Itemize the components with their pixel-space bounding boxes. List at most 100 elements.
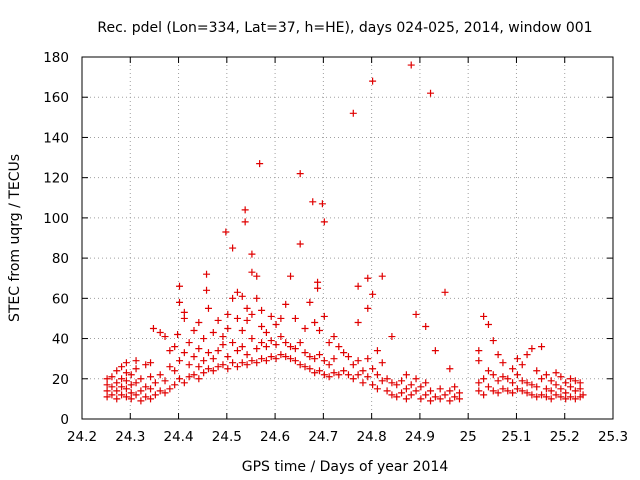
data-point — [373, 371, 381, 379]
data-point — [480, 391, 488, 399]
data-point — [176, 298, 184, 306]
data-point — [214, 316, 222, 324]
data-point — [103, 375, 111, 383]
data-point — [108, 391, 116, 399]
data-point — [113, 367, 121, 375]
data-point — [248, 310, 256, 318]
data-point — [296, 170, 304, 178]
data-point — [151, 391, 159, 399]
y-tick-label: 20 — [52, 372, 69, 388]
data-point — [147, 385, 155, 393]
data-point — [369, 290, 377, 298]
data-point — [176, 375, 184, 383]
data-point — [311, 318, 319, 326]
data-point — [354, 282, 362, 290]
y-tick-labels: 0 20 40 60 80 100 120 140 160 180 — [43, 50, 69, 428]
data-point — [523, 379, 531, 387]
data-point — [171, 381, 179, 389]
data-point — [354, 357, 362, 365]
y-tick-label: 140 — [43, 130, 69, 146]
y-tick-label: 160 — [43, 90, 69, 106]
data-point — [122, 359, 130, 367]
data-point — [137, 387, 145, 395]
x-tick-label: 24.9 — [405, 429, 435, 445]
data-point — [349, 361, 357, 369]
data-point — [475, 357, 483, 365]
data-point — [203, 286, 211, 294]
data-point — [344, 353, 352, 361]
data-point — [576, 385, 584, 393]
data-point — [282, 339, 290, 347]
data-point — [127, 395, 135, 403]
data-point — [446, 365, 454, 373]
data-point — [422, 379, 430, 387]
data-point — [180, 314, 188, 322]
data-point — [494, 351, 502, 359]
data-point — [552, 381, 560, 389]
data-point — [176, 282, 184, 290]
data-point — [373, 347, 381, 355]
data-point — [412, 310, 420, 318]
data-point — [311, 369, 319, 377]
data-point — [373, 385, 381, 393]
data-point — [330, 369, 338, 377]
data-point — [156, 387, 164, 395]
data-point — [494, 377, 502, 385]
data-point — [204, 365, 212, 373]
y-tick-label: 180 — [43, 50, 69, 66]
data-point — [203, 270, 211, 278]
x-tick-label: 24.3 — [115, 429, 145, 445]
data-point — [427, 89, 435, 97]
data-point — [258, 355, 266, 363]
data-point — [369, 365, 377, 373]
data-point — [455, 389, 463, 397]
data-point — [547, 377, 555, 385]
data-point — [489, 387, 497, 395]
data-point — [562, 395, 570, 403]
data-point — [214, 347, 222, 355]
data-point — [161, 389, 169, 397]
data-point — [238, 292, 246, 300]
x-tick-label: 24.6 — [260, 429, 290, 445]
data-point — [359, 379, 367, 387]
data-point — [185, 339, 193, 347]
x-tick-label: 25.3 — [598, 429, 628, 445]
data-point — [277, 333, 285, 341]
data-point — [552, 391, 560, 399]
data-point — [272, 320, 280, 328]
data-point — [494, 389, 502, 397]
data-point — [325, 373, 333, 381]
data-point — [422, 322, 430, 330]
data-point — [523, 389, 531, 397]
data-point — [108, 383, 116, 391]
x-tick-label: 25.1 — [501, 429, 531, 445]
data-point — [166, 363, 174, 371]
data-point — [571, 377, 579, 385]
data-point — [277, 314, 285, 322]
data-point — [180, 349, 188, 357]
data-point — [364, 304, 372, 312]
data-point — [151, 379, 159, 387]
plot-frame — [81, 56, 614, 420]
data-point — [195, 318, 203, 326]
data-point — [484, 320, 492, 328]
data-point — [441, 391, 449, 399]
data-point — [253, 359, 261, 367]
data-point — [147, 373, 155, 381]
data-point — [229, 339, 237, 347]
data-point — [113, 379, 121, 387]
data-point — [190, 327, 198, 335]
data-point — [256, 160, 264, 168]
data-point — [480, 312, 488, 320]
data-point — [513, 371, 521, 379]
x-tick-label: 24.7 — [308, 429, 338, 445]
data-point — [436, 395, 444, 403]
data-point — [166, 347, 174, 355]
data-point — [122, 385, 130, 393]
data-point — [571, 387, 579, 395]
data-point — [417, 383, 425, 391]
data-point — [340, 349, 348, 357]
data-point — [306, 365, 314, 373]
data-point — [579, 391, 587, 399]
data-point — [528, 345, 536, 353]
